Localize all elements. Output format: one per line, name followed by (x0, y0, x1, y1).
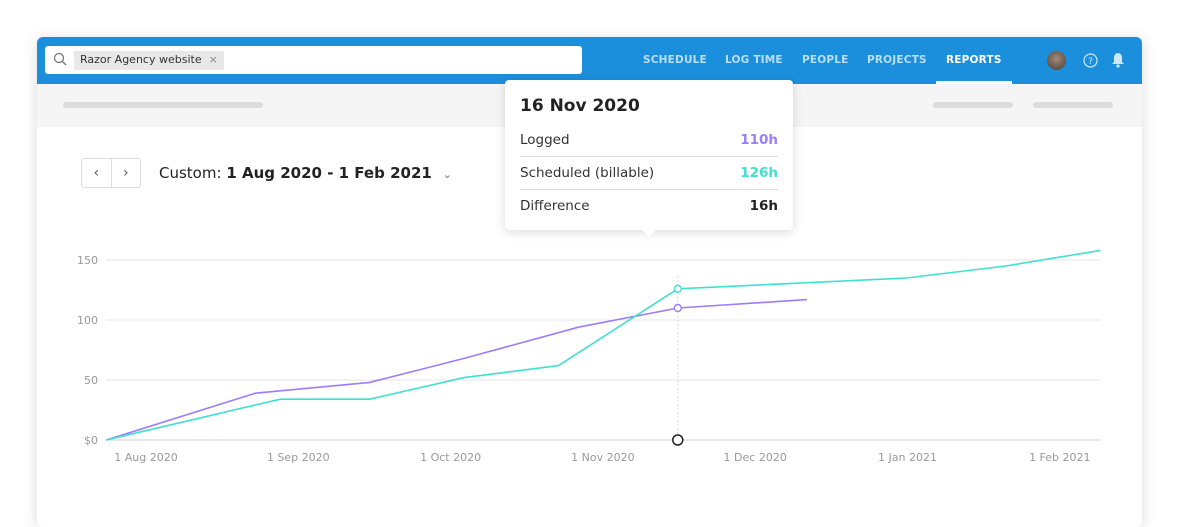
row-value: 110h (740, 132, 778, 148)
placeholder-bar (933, 102, 1013, 108)
next-button[interactable]: › (122, 165, 129, 181)
svg-text:?: ? (1088, 57, 1093, 67)
filter-chip: Razor Agency website × (74, 51, 224, 70)
bell-icon[interactable] (1111, 52, 1125, 68)
tooltip-row-scheduled: Scheduled (billable) 126h (520, 157, 778, 190)
help-icon[interactable]: ? (1083, 53, 1098, 68)
chart-tooltip: 16 Nov 2020 Logged 110h Scheduled (billab… (505, 80, 793, 237)
line-chart: $0 50 100 150 1 Aug 2020 1 Sep 2020 1 Oct 2020… (77, 249, 1101, 464)
range-value: 1 Aug 2020 - 1 Feb 2021 (226, 164, 432, 182)
range-prefix: Custom: (159, 164, 222, 182)
nav-projects[interactable]: PROJECTS (867, 54, 927, 66)
x-tick-label: 1 Jan 2021 (878, 451, 937, 464)
search-input[interactable]: Razor Agency website × (45, 46, 582, 74)
series-line-0 (106, 298, 808, 441)
avatar[interactable] (1047, 51, 1066, 70)
chip-remove-icon[interactable]: × (208, 53, 218, 66)
y-tick-label: 150 (77, 254, 98, 267)
row-value: 16h (749, 198, 778, 214)
tooltip-row-logged: Logged 110h (520, 124, 778, 157)
top-bar: Razor Agency website × SCHEDULE LOG TIME … (37, 37, 1142, 84)
x-tick-label: 1 Feb 2021 (1029, 451, 1090, 464)
placeholder-bar (63, 102, 263, 108)
row-label: Logged (520, 132, 570, 148)
nav-people[interactable]: PEOPLE (802, 54, 849, 66)
highlight-point (673, 284, 682, 293)
nav-log-time[interactable]: LOG TIME (725, 54, 783, 66)
y-tick-label: 100 (77, 314, 98, 327)
prev-button[interactable]: ‹ (82, 159, 112, 187)
series-line-1 (106, 249, 1101, 441)
nav-schedule[interactable]: SCHEDULE (643, 54, 707, 66)
filter-chip-label: Razor Agency website (80, 53, 202, 66)
date-range-select[interactable]: Custom: 1 Aug 2020 - 1 Feb 2021 ⌄ (159, 164, 452, 182)
y-tick-label: $0 (84, 434, 98, 447)
x-tick-label: 1 Nov 2020 (571, 451, 634, 464)
tooltip-row-difference: Difference 16h (520, 190, 778, 223)
highlight-point (673, 303, 682, 313)
chevron-down-icon: ⌄ (442, 168, 452, 181)
date-pager: ‹ › (81, 158, 141, 188)
row-value: 126h (740, 165, 778, 181)
search-icon (53, 52, 67, 66)
y-tick-label: 50 (84, 374, 98, 387)
x-tick-label: 1 Aug 2020 (114, 451, 177, 464)
x-tick-label: 1 Dec 2020 (724, 451, 787, 464)
placeholder-bar (1033, 102, 1113, 108)
row-label: Difference (520, 198, 590, 214)
x-tick-label: 1 Oct 2020 (420, 451, 481, 464)
x-tick-label: 1 Sep 2020 (267, 451, 330, 464)
nav-reports[interactable]: REPORTS (936, 37, 1012, 84)
row-label: Scheduled (billable) (520, 165, 655, 181)
tooltip-date: 16 Nov 2020 (520, 96, 640, 116)
hover-handle (672, 434, 684, 446)
